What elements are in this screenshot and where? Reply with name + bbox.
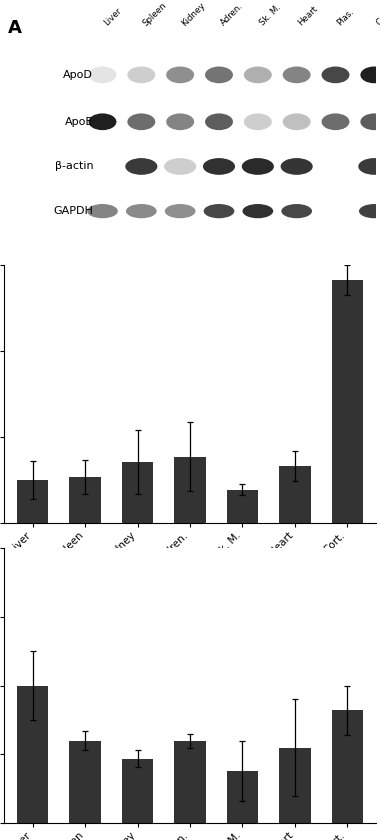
Ellipse shape (127, 66, 155, 83)
Ellipse shape (164, 158, 196, 175)
Ellipse shape (87, 204, 118, 218)
Ellipse shape (358, 158, 380, 175)
Bar (332, 281, 363, 523)
Text: Sk. M.: Sk. M. (258, 3, 283, 28)
Bar (122, 462, 153, 523)
Ellipse shape (203, 158, 235, 175)
Ellipse shape (360, 66, 380, 83)
Ellipse shape (127, 113, 155, 130)
Bar (174, 741, 206, 823)
Text: Spleen: Spleen (141, 0, 169, 28)
Text: GAPDH: GAPDH (53, 206, 93, 216)
Ellipse shape (125, 158, 157, 175)
Ellipse shape (166, 66, 194, 83)
Ellipse shape (244, 113, 272, 130)
Text: Adren.: Adren. (219, 2, 245, 28)
Bar (17, 480, 48, 523)
Ellipse shape (242, 204, 273, 218)
Text: Kidney: Kidney (180, 0, 207, 28)
Ellipse shape (205, 113, 233, 130)
Text: Liver: Liver (103, 7, 124, 28)
Text: Heart: Heart (297, 4, 320, 28)
Bar (122, 759, 153, 823)
Text: ApoD: ApoD (63, 70, 93, 80)
Ellipse shape (244, 66, 272, 83)
Text: Plas.: Plas. (336, 8, 356, 28)
Ellipse shape (89, 113, 116, 130)
Text: Cort.: Cort. (374, 7, 380, 28)
Bar (279, 748, 310, 823)
Ellipse shape (321, 66, 350, 83)
Text: A: A (8, 19, 21, 37)
Ellipse shape (360, 113, 380, 130)
Ellipse shape (281, 204, 312, 218)
Ellipse shape (205, 66, 233, 83)
Bar (227, 771, 258, 823)
Ellipse shape (166, 113, 194, 130)
Ellipse shape (321, 113, 350, 130)
Ellipse shape (280, 158, 313, 175)
Bar (227, 490, 258, 523)
Ellipse shape (283, 113, 310, 130)
Bar (70, 741, 101, 823)
Bar (70, 477, 101, 523)
Text: ApoE: ApoE (65, 117, 93, 127)
Bar (174, 456, 206, 523)
Bar (332, 711, 363, 823)
Text: β-actin: β-actin (55, 161, 93, 171)
Ellipse shape (204, 204, 234, 218)
Ellipse shape (242, 158, 274, 175)
Ellipse shape (165, 204, 196, 218)
Ellipse shape (89, 66, 116, 83)
Bar (279, 466, 310, 523)
Ellipse shape (359, 204, 380, 218)
Ellipse shape (283, 66, 310, 83)
Ellipse shape (126, 204, 157, 218)
Bar (17, 685, 48, 823)
